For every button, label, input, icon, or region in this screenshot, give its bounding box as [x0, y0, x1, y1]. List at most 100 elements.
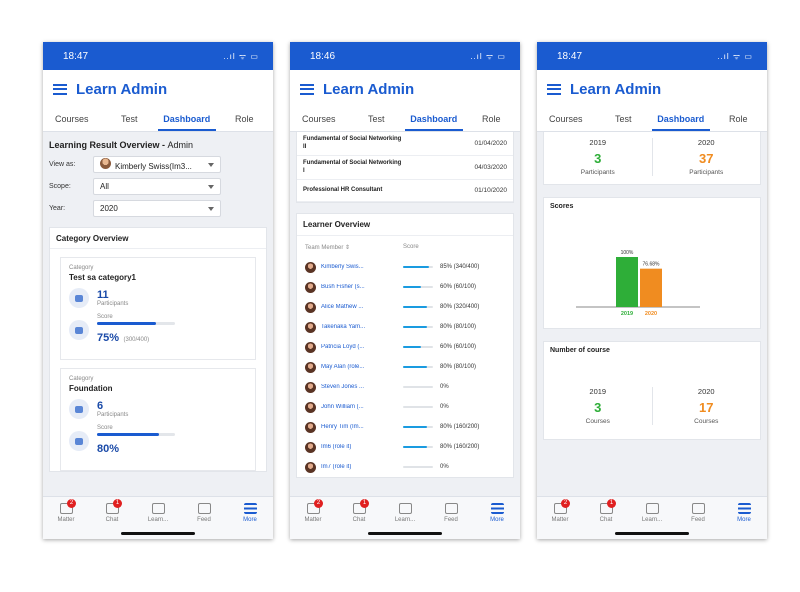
participants-label: Participants — [97, 412, 129, 418]
nav-feed[interactable]: Feed — [675, 497, 721, 539]
nav-feed[interactable]: Feed — [428, 497, 474, 539]
learner-name[interactable]: John William (... — [321, 404, 364, 410]
learner-name[interactable]: Takenaka Yam... — [321, 324, 366, 330]
feed-icon — [197, 503, 211, 514]
table-row[interactable]: May Alan (role... 80% (80/100) — [297, 357, 513, 377]
tab-test[interactable]: Test — [120, 114, 138, 124]
app-title: Learn Admin — [570, 80, 662, 98]
table-row[interactable]: Alice Mathew ... 80% (320/400) — [297, 297, 513, 317]
score-progress-bar — [403, 345, 433, 349]
nav-learn[interactable]: Learn... — [382, 497, 428, 539]
tab-role[interactable]: Role — [234, 114, 254, 124]
score-progress-bar — [403, 305, 433, 309]
learner-name[interactable]: Kimberly Swis... — [321, 264, 364, 270]
score-detail: (300/400) — [123, 337, 150, 343]
nav-chat[interactable]: 1 Chat — [336, 497, 382, 539]
participants-count: 6 — [97, 400, 104, 412]
table-row[interactable]: Steven Jones ... 0% — [297, 377, 513, 397]
category-name: Foundation — [69, 384, 113, 393]
tab-test[interactable]: Test — [614, 114, 632, 124]
tab-courses[interactable]: Courses — [54, 114, 89, 124]
category-card[interactable]: Category Test sa category1 11 Participan… — [60, 257, 256, 360]
year-select[interactable]: 2020 — [93, 200, 221, 217]
learner-score: 60% (60/100) — [440, 344, 477, 350]
avatar — [305, 301, 316, 313]
learner-score: 80% (160/200) — [440, 444, 480, 450]
phone-screen-learner-overview: 18:46 ..ıl ᯤ ▭ Learn Admin Courses Test … — [290, 42, 520, 539]
hamburger-menu-icon[interactable] — [53, 83, 67, 95]
year-label: Year: — [49, 205, 66, 212]
nav-matter[interactable]: 2 Matter — [57, 499, 76, 523]
tab-role[interactable]: Role — [481, 114, 501, 124]
notification-badge: 1 — [360, 499, 369, 508]
learner-name[interactable]: Henry Tim (Im... — [321, 424, 364, 430]
score-icon — [69, 431, 89, 451]
hamburger-menu-icon[interactable] — [547, 83, 561, 95]
hamburger-menu-icon[interactable] — [300, 83, 314, 95]
year-label: 2020 — [697, 387, 715, 396]
learner-name[interactable]: May Alan (role... — [321, 364, 365, 370]
nav-matter[interactable]: 2 Matter — [551, 499, 570, 523]
table-row[interactable]: Kimberly Swis... 85% (340/400) — [297, 257, 513, 277]
nav-learn[interactable]: Learn... — [629, 497, 675, 539]
learner-name[interactable]: Patricia Loyd (... — [321, 344, 365, 350]
score-progress-bar — [403, 405, 433, 409]
year-label: 2019 — [589, 387, 607, 396]
tab-dashboard[interactable]: Dashboard — [652, 108, 710, 131]
table-row[interactable]: John William (... 0% — [297, 397, 513, 417]
avatar — [100, 158, 111, 169]
score-progress-bar — [403, 465, 433, 469]
nav-more[interactable]: More — [474, 497, 520, 539]
tab-role[interactable]: Role — [728, 114, 748, 124]
tab-dashboard[interactable]: Dashboard — [158, 108, 216, 131]
bottom-nav: 2 Matter 1 Chat Learn... Feed More — [43, 496, 273, 539]
notification-badge: 2 — [561, 499, 570, 508]
category-card[interactable]: Category Foundation 6 Participants Score… — [60, 368, 256, 471]
nav-more[interactable]: More — [227, 497, 273, 539]
avatar — [305, 321, 316, 333]
home-indicator — [121, 532, 195, 535]
scope-select[interactable]: All — [93, 178, 221, 195]
nav-matter[interactable]: 2 Matter — [304, 499, 323, 523]
nav-chat[interactable]: 1 Chat — [89, 497, 135, 539]
number-of-course-title: Number of course — [550, 347, 610, 354]
year-filter: Year: 2020 — [43, 200, 273, 217]
table-row[interactable]: Takenaka Yam... 80% (80/100) — [297, 317, 513, 337]
course-row[interactable]: Fundamental of Social Networking I 04/03/… — [297, 156, 513, 180]
table-row[interactable]: Bush Fisher (s... 60% (60/100) — [297, 277, 513, 297]
nav-more[interactable]: More — [721, 497, 767, 539]
participants-2019: 2019 3 Participants — [544, 138, 652, 176]
learner-name[interactable]: Steven Jones ... — [321, 384, 365, 390]
table-row[interactable]: Im7 (role it) 0% — [297, 457, 513, 477]
courses-label: Courses — [694, 418, 719, 425]
nav-feed[interactable]: Feed — [181, 497, 227, 539]
view-as-select[interactable]: Kimberly Swiss(Im3... — [93, 156, 221, 173]
app-bar: Learn Admin — [43, 70, 273, 108]
scope-filter: Scope: All — [43, 178, 273, 195]
more-icon — [243, 503, 257, 514]
nav-chat[interactable]: 1 Chat — [583, 497, 629, 539]
score-progress-bar — [403, 445, 433, 449]
learner-name[interactable]: Im7 (role it) — [321, 464, 352, 470]
tab-test[interactable]: Test — [367, 114, 385, 124]
phone-screen-dashboard-overview: 18:47 ..ıl ᯤ ▭ Learn Admin Courses Test … — [43, 42, 273, 539]
tab-courses[interactable]: Courses — [301, 114, 336, 124]
tab-dashboard[interactable]: Dashboard — [405, 108, 463, 131]
chevron-down-icon — [208, 184, 214, 189]
learner-score: 0% — [440, 384, 449, 390]
course-row[interactable]: Professional HR Consultant 01/10/2020 — [297, 180, 513, 202]
home-indicator — [615, 532, 689, 535]
course-row[interactable]: Fundamental of Social Networking II 01/04… — [297, 132, 513, 156]
course-date: 04/03/2020 — [474, 164, 507, 171]
table-row[interactable]: Henry Tim (Im... 80% (160/200) — [297, 417, 513, 437]
nav-learn[interactable]: Learn... — [135, 497, 181, 539]
learner-score: 80% (320/400) — [440, 304, 480, 310]
table-row[interactable]: Im6 (role it) 80% (160/200) — [297, 437, 513, 457]
table-row[interactable]: Patricia Loyd (... 60% (60/100) — [297, 337, 513, 357]
tab-courses[interactable]: Courses — [548, 114, 583, 124]
team-member-column-header[interactable]: Team Member ⇕ — [305, 245, 351, 251]
learner-name[interactable]: Im6 (role it) — [321, 444, 352, 450]
chat-icon — [352, 503, 366, 514]
learner-name[interactable]: Alice Mathew ... — [321, 304, 364, 310]
learner-name[interactable]: Bush Fisher (s... — [321, 284, 365, 290]
